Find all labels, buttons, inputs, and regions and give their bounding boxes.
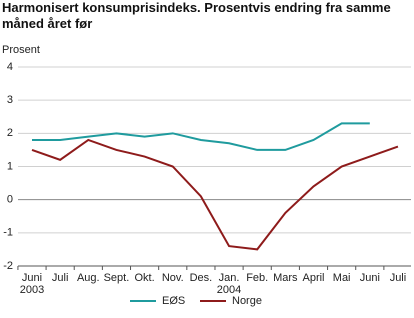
x-tick-label: 2003 bbox=[20, 284, 44, 296]
legend-label: EØS bbox=[162, 295, 185, 307]
line-series bbox=[31, 138, 399, 251]
y-tick-label: 4 bbox=[7, 61, 13, 73]
x-tick-label: Aug. bbox=[77, 272, 100, 284]
x-tick-label: Feb. bbox=[246, 272, 268, 284]
legend-label: Norge bbox=[232, 295, 262, 307]
x-tick-label: Okt. bbox=[135, 272, 155, 284]
x-tick-label: April bbox=[302, 272, 324, 284]
y-axis-label: Prosent bbox=[2, 44, 40, 56]
y-tick-label: 1 bbox=[7, 160, 13, 172]
y-tick-label: 0 bbox=[7, 194, 13, 206]
x-tick-label: Juni bbox=[22, 272, 42, 284]
x-tick-label: Juni bbox=[360, 272, 380, 284]
x-tick-label: Nov. bbox=[162, 272, 184, 284]
title-box: Harmonisert konsumprisindeks. Prosentvis… bbox=[2, 0, 391, 31]
y-tick-label: 2 bbox=[7, 127, 13, 139]
x-tick-label: Sept. bbox=[104, 272, 130, 284]
y-tick-label: 3 bbox=[7, 94, 13, 106]
x-tick-label: 2004 bbox=[217, 284, 241, 296]
y-tick-label: -1 bbox=[3, 227, 13, 239]
x-tick-label: Juli bbox=[390, 272, 407, 284]
chart-title: Harmonisert konsumprisindeks. Prosentvis… bbox=[2, 0, 391, 31]
x-tick-label: Jan. bbox=[219, 272, 240, 284]
y-tick-label: -2 bbox=[3, 260, 13, 272]
x-tick-label: Des. bbox=[190, 272, 213, 284]
x-tick-label: Mars bbox=[273, 272, 298, 284]
x-tick-label: Mai bbox=[333, 272, 351, 284]
line-series bbox=[32, 122, 370, 151]
x-tick-label: Juli bbox=[52, 272, 69, 284]
